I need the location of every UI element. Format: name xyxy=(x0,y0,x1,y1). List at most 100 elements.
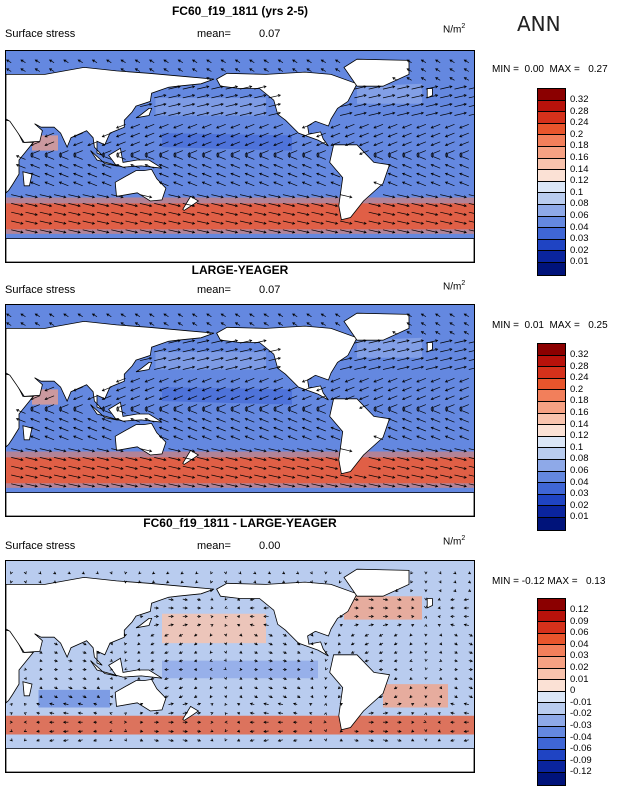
panel-units-diff: N/m2 xyxy=(443,535,465,547)
map-panel-obs xyxy=(5,304,475,517)
colorbar-swatch xyxy=(538,495,565,507)
panel-mean-value-obs: 0.07 xyxy=(259,284,280,296)
colorbar-tick-label: 0.18 xyxy=(570,140,589,152)
north-pacific-westerlies xyxy=(156,352,267,370)
colorbar-swatch xyxy=(538,124,565,136)
colorbar-diff xyxy=(537,598,566,786)
colorbar-tick-label: 0.16 xyxy=(570,152,589,164)
colorbar-swatch xyxy=(538,135,565,147)
colorbar-tick-label: -0.12 xyxy=(570,766,592,778)
panel-variable-diff: Surface stress xyxy=(5,540,75,552)
colorbar-swatch xyxy=(538,472,565,484)
colorbar-swatch xyxy=(538,217,565,229)
colorbar-tick-label: 0.32 xyxy=(570,349,589,361)
colorbar-tick-label: 0.03 xyxy=(570,650,592,662)
panel-title-diff: FC60_f19_1811 - LARGE-YEAGER xyxy=(5,516,475,530)
colorbar-swatch xyxy=(538,611,565,623)
panel-mean-label-diff: mean= xyxy=(197,540,231,552)
colorbar-tick-label: 0.12 xyxy=(570,604,592,616)
north-atlantic-westerlies xyxy=(357,338,422,358)
colorbar-tick-label: 0.01 xyxy=(570,511,589,523)
panel-units-obs: N/m2 xyxy=(443,280,465,292)
colorbar-tick-label: 0.04 xyxy=(570,222,589,234)
colorbar-tick-label: 0.14 xyxy=(570,164,589,176)
colorbar-tick-label: 0.02 xyxy=(570,662,592,674)
colorbar-swatch xyxy=(538,205,565,217)
colorbar-tick-label: -0.02 xyxy=(570,708,592,720)
colorbar-tick-label: 0.28 xyxy=(570,106,589,118)
colorbar-swatch xyxy=(538,750,565,762)
colorbar-swatch xyxy=(538,680,565,692)
colorbar-swatch xyxy=(538,437,565,449)
panel-mean-label-model: mean= xyxy=(197,28,231,40)
colorbar-tick-label: -0.09 xyxy=(570,755,592,767)
map-panel-model xyxy=(5,50,475,263)
colorbar-swatch xyxy=(538,692,565,704)
colorbar-swatch xyxy=(538,182,565,194)
colorbar-tick-label: 0.02 xyxy=(570,245,589,257)
colorbar-swatch xyxy=(538,761,565,773)
colorbar-tick-label: 0 xyxy=(570,685,592,697)
colorbar-tick-label: 0.09 xyxy=(570,616,592,628)
colorbar-swatch xyxy=(538,193,565,205)
colorbar-tick-label: 0.2 xyxy=(570,384,589,396)
colorbar-swatch xyxy=(538,506,565,518)
colorbar-swatch xyxy=(538,425,565,437)
colorbar-tick-label: 0.14 xyxy=(570,419,589,431)
colorbar-tick-label: -0.03 xyxy=(570,720,592,732)
colorbar-swatch xyxy=(538,414,565,426)
colorbar-tick-label: 0.06 xyxy=(570,627,592,639)
colorbar-swatch xyxy=(538,518,565,530)
colorbar-tick-label: 0.32 xyxy=(570,94,589,106)
colorbar-swatch xyxy=(538,727,565,739)
colorbar-swatch xyxy=(538,483,565,495)
colorbar-swatch xyxy=(538,240,565,252)
colorbar-swatch xyxy=(538,159,565,171)
panel-units-model: N/m2 xyxy=(443,23,465,35)
colorbar-swatch xyxy=(538,738,565,750)
colorbar-swatch xyxy=(538,402,565,414)
colorbar-swatch xyxy=(538,715,565,727)
colorbar-swatch xyxy=(538,390,565,402)
panel-minmax-model: MIN = 0.00 MAX = 0.27 xyxy=(492,64,644,75)
colorbar-swatch xyxy=(538,599,565,611)
colorbar-tick-label: 0.02 xyxy=(570,500,589,512)
colorbar-tick-label: 0.08 xyxy=(570,453,589,465)
colorbar-tick-label: 0.18 xyxy=(570,395,589,407)
season-label: ANN xyxy=(517,12,561,36)
colorbar-swatch xyxy=(538,147,565,159)
colorbar-tick-label: 0.06 xyxy=(570,465,589,477)
colorbar-obs xyxy=(537,343,566,531)
map-panel-diff xyxy=(5,560,475,773)
diff-southern-ocean-positive xyxy=(6,716,474,735)
colorbar-tick-label: 0.16 xyxy=(570,407,589,419)
map-svg xyxy=(6,305,474,516)
colorbar-swatch xyxy=(538,448,565,460)
colorbar-swatch xyxy=(538,356,565,368)
colorbar-swatch xyxy=(538,634,565,646)
antarctica-landmass xyxy=(6,493,474,516)
colorbar-tick-label: 0.24 xyxy=(570,372,589,384)
colorbar-tick-label: 0.12 xyxy=(570,175,589,187)
colorbar-tick-label: 0.04 xyxy=(570,477,589,489)
colorbar-tick-label: -0.06 xyxy=(570,743,592,755)
colorbar-tick-label: -0.04 xyxy=(570,732,592,744)
southern-ocean-high-band xyxy=(6,198,474,234)
colorbar-swatch xyxy=(538,112,565,124)
panel-mean-value-model: 0.07 xyxy=(259,28,280,40)
colorbar-swatch xyxy=(538,344,565,356)
colorbar-model xyxy=(537,88,566,276)
colorbar-swatch xyxy=(538,379,565,391)
colorbar-swatch xyxy=(538,669,565,681)
southern-ocean-high-band xyxy=(6,452,474,488)
colorbar-swatch xyxy=(538,460,565,472)
colorbar-swatch xyxy=(538,645,565,657)
colorbar-tick-label: -0.01 xyxy=(570,697,592,709)
diff-indian-ocean-negative xyxy=(39,690,111,708)
colorbar-tick-label: 0.04 xyxy=(570,639,592,651)
colorbar-swatch xyxy=(538,170,565,182)
antarctica-landmass xyxy=(6,749,474,772)
colorbar-tick-label: 0.08 xyxy=(570,198,589,210)
